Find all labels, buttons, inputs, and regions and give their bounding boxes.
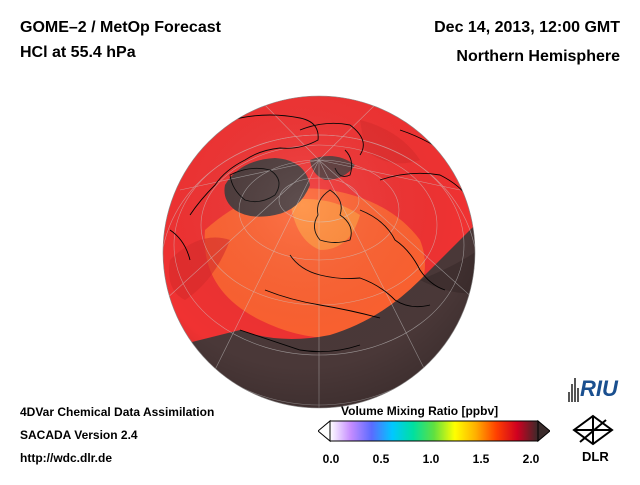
dlr-logo-text: DLR (582, 449, 609, 464)
title-region: Northern Hemisphere (456, 48, 620, 65)
colorbar-tick-label: 0.5 (372, 452, 390, 466)
colorbar-title: Volume Mixing Ratio [ppbv] (341, 404, 499, 418)
colorbar-tick-label: 2.0 (522, 452, 540, 466)
colorbar-gradient (329, 420, 539, 442)
footer-url[interactable]: http://wdc.dlr.de (20, 451, 112, 465)
colorbar-low-arrow (318, 419, 331, 443)
colorbar-tick-label: 1.5 (472, 452, 490, 466)
footer-method: 4DVar Chemical Data Assimilation (20, 405, 215, 419)
svg-text:RIU: RIU (580, 376, 619, 401)
title-date: Dec 14, 2013, 12:00 GMT (434, 19, 620, 36)
riu-logo: RIU (568, 376, 619, 402)
colorbar-tick-label: 1.0 (422, 452, 440, 466)
colorbar-tick-label: 0.0 (322, 452, 340, 466)
colorbar (318, 419, 550, 443)
dlr-logo (572, 414, 614, 446)
footer-version: SACADA Version 2.4 (20, 428, 138, 442)
title-instrument: GOME–2 / MetOp Forecast (20, 19, 221, 36)
title-species: HCl at 55.4 hPa (20, 44, 136, 61)
colorbar-high-arrow (537, 419, 550, 443)
